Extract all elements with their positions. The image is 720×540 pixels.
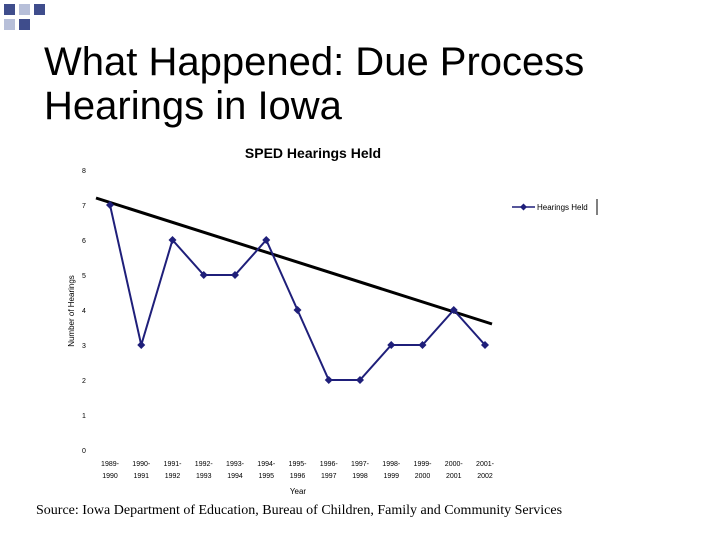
- x-tick-label: 1996-: [320, 461, 339, 468]
- x-tick-label: 1998-: [382, 461, 401, 468]
- x-tick-label: 1990: [102, 473, 118, 480]
- x-tick-label: 1995-: [289, 461, 308, 468]
- x-tick-label: 1999-: [414, 461, 433, 468]
- x-tick-label: 2000: [415, 473, 431, 480]
- decoration-square: [34, 4, 45, 15]
- data-point: [418, 341, 427, 349]
- slide-title-line1: What Happened: Due Process: [44, 40, 585, 84]
- x-axis-label: Year: [290, 487, 307, 496]
- trendline: [95, 196, 493, 326]
- y-tick-label: 8: [82, 168, 86, 175]
- decoration-squares: [4, 4, 45, 30]
- y-tick-label: 0: [82, 448, 86, 455]
- x-tick-label: 1993-: [226, 461, 245, 468]
- y-axis-label: Number of Hearings: [67, 275, 76, 347]
- legend-marker: [520, 203, 527, 211]
- x-tick-label: 1994: [227, 473, 243, 480]
- data-point: [387, 341, 396, 349]
- x-tick-label: 1993: [196, 473, 212, 480]
- source-note: Source: Iowa Department of Education, Bu…: [36, 503, 563, 518]
- data-point: [199, 271, 208, 279]
- x-tick-label: 1995: [258, 473, 274, 480]
- x-tick-label: 1997: [321, 473, 337, 480]
- data-point: [324, 376, 333, 384]
- data-point: [293, 306, 302, 314]
- x-tick-label: 1991-: [164, 461, 183, 468]
- decoration-square: [4, 19, 15, 30]
- data-point: [356, 376, 364, 384]
- x-tick-label: 1989-: [101, 461, 120, 468]
- y-tick-label: 1: [82, 413, 86, 420]
- x-tick-label: 2001: [446, 473, 462, 480]
- data-point: [168, 236, 177, 244]
- x-tick-label: 1991: [133, 473, 149, 480]
- series-hearings-held: [106, 201, 489, 384]
- y-tick-labels: 0 1 2 3 4 5 6 7 8: [82, 168, 86, 455]
- trendline-group: [95, 196, 493, 326]
- corner-decoration: [4, 4, 45, 30]
- decoration-square: [4, 4, 15, 15]
- decoration-square: [19, 4, 30, 15]
- legend: Hearings Held: [512, 199, 598, 215]
- x-tick-label: 1992: [165, 473, 181, 480]
- y-tick-label: 7: [82, 203, 86, 210]
- slide-title-line2: Hearings in Iowa: [44, 84, 342, 128]
- y-tick-label: 5: [82, 273, 86, 280]
- y-tick-label: 4: [82, 308, 86, 315]
- y-tick-label: 6: [82, 238, 86, 245]
- data-point: [449, 306, 458, 314]
- x-tick-label: 1999: [383, 473, 399, 480]
- hearings-line-chart: SPED Hearings Held Number of Hearings Ye…: [67, 145, 598, 496]
- data-point: [137, 341, 146, 349]
- x-tick-label: 1997-: [351, 461, 370, 468]
- x-tick-label: 2002: [477, 473, 493, 480]
- x-tick-label: 1990-: [132, 461, 151, 468]
- x-tick-label: 2001-: [476, 461, 495, 468]
- decoration-square: [19, 19, 30, 30]
- chart-title: SPED Hearings Held: [245, 145, 381, 161]
- data-point: [262, 236, 271, 244]
- x-tick-label: 1992-: [195, 461, 214, 468]
- data-point: [231, 271, 239, 279]
- x-tick-label: 1996: [290, 473, 306, 480]
- x-tick-label: 2000-: [445, 461, 464, 468]
- legend-label: Hearings Held: [537, 203, 588, 212]
- data-point: [106, 201, 114, 209]
- slide-title: What Happened: Due Process Hearings in I…: [44, 40, 684, 128]
- x-tick-label: 1998: [352, 473, 368, 480]
- x-tick-label: 1994-: [257, 461, 276, 468]
- series-line: [109, 204, 486, 381]
- y-tick-label: 2: [82, 378, 86, 385]
- data-point: [481, 341, 489, 349]
- x-tick-labels: 1989- 1990 1990- 1991 1991- 1992 1992- 1993 1993…: [101, 461, 495, 480]
- y-tick-label: 3: [82, 343, 86, 350]
